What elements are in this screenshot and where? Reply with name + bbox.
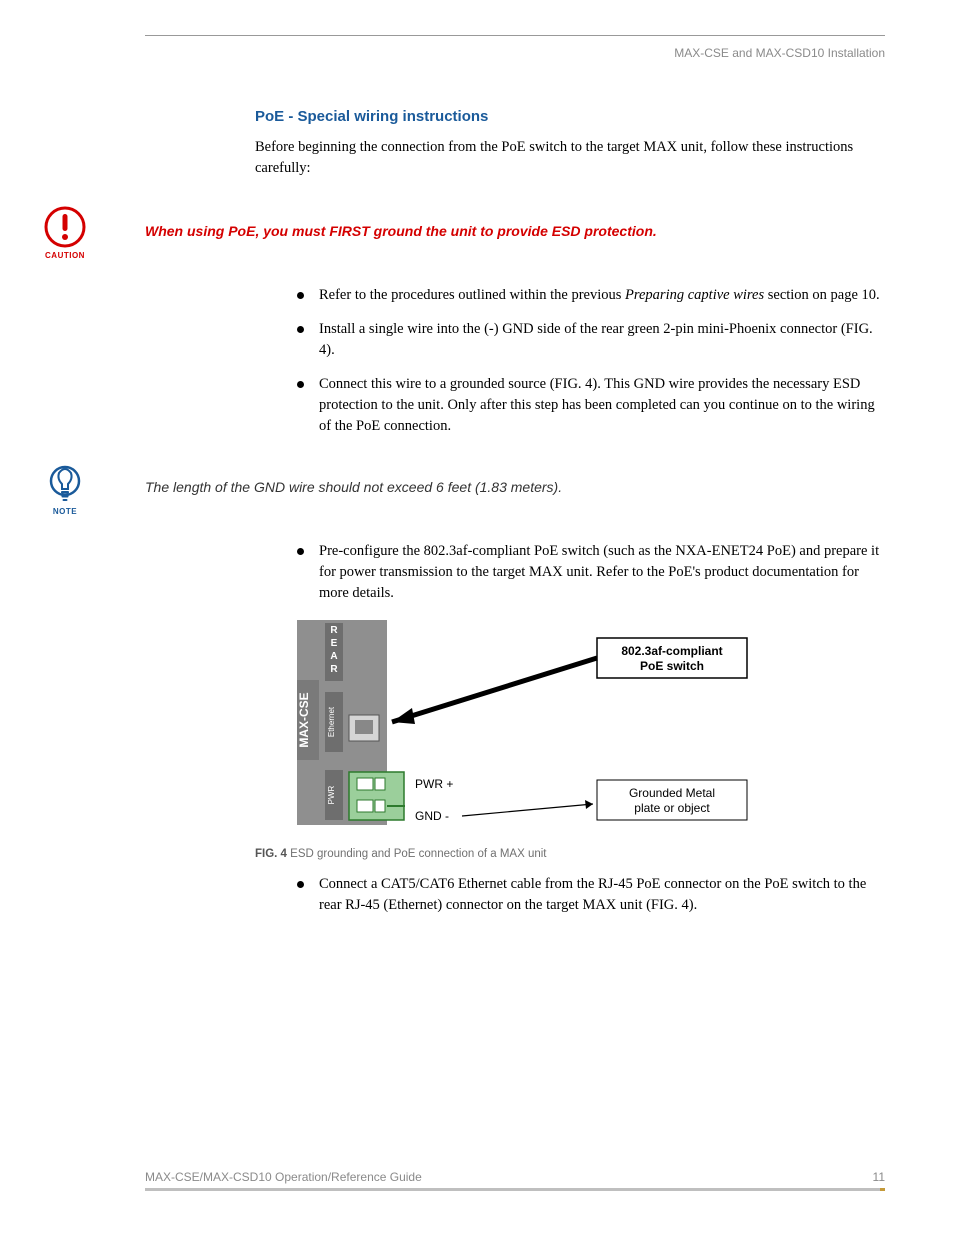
section-heading: PoE - Special wiring instructions (255, 108, 885, 125)
figure-caption: FIG. 4 ESD grounding and PoE connection … (255, 848, 885, 860)
svg-text:A: A (330, 651, 337, 662)
bullet-item: Refer to the procedures outlined within … (297, 285, 885, 306)
svg-text:R: R (330, 664, 338, 675)
caution-label: CAUTION (45, 251, 85, 260)
intro-paragraph: Before beginning the connection from the… (255, 137, 885, 179)
svg-text:plate or object: plate or object (634, 801, 710, 815)
bullet-list-b: Pre-configure the 802.3af-compliant PoE … (297, 541, 885, 604)
svg-text:E: E (331, 638, 338, 649)
svg-text:Grounded Metal: Grounded Metal (629, 786, 715, 800)
svg-text:Ethernet: Ethernet (327, 706, 336, 737)
svg-text:GND -: GND - (415, 809, 449, 823)
bullet-list-c: Connect a CAT5/CAT6 Ethernet cable from … (297, 874, 885, 916)
svg-text:802.3af-compliant: 802.3af-compliant (621, 644, 722, 658)
svg-text:R: R (330, 625, 338, 636)
caution-icon: CAUTION (35, 205, 95, 260)
bullet-item: Pre-configure the 802.3af-compliant PoE … (297, 541, 885, 604)
note-text: The length of the GND wire should not ex… (145, 478, 562, 498)
svg-text:PoE switch: PoE switch (640, 659, 704, 673)
note-callout: NOTE The length of the GND wire should n… (35, 453, 885, 523)
caution-callout: CAUTION When using PoE, you must FIRST g… (35, 197, 885, 267)
caution-text: When using PoE, you must FIRST ground th… (145, 222, 657, 242)
bullet-item: Connect a CAT5/CAT6 Ethernet cable from … (297, 874, 885, 916)
footer-page-number: 11 (873, 1170, 885, 1184)
bullet-item: Connect this wire to a grounded source (… (297, 374, 885, 437)
figure-4: MAX-CSE R E A R Ethernet PWR (297, 620, 885, 840)
bullet-item: Install a single wire into the (-) GND s… (297, 319, 885, 361)
svg-text:PWR +: PWR + (415, 777, 453, 791)
page-footer: MAX-CSE/MAX-CSD10 Operation/Reference Gu… (145, 1170, 885, 1191)
footer-left: MAX-CSE/MAX-CSD10 Operation/Reference Gu… (145, 1170, 422, 1184)
note-label: NOTE (53, 507, 77, 516)
bullet-list-a: Refer to the procedures outlined within … (297, 285, 885, 437)
svg-text:MAX-CSE: MAX-CSE (297, 693, 311, 748)
note-icon: NOTE (35, 461, 95, 516)
svg-text:PWR: PWR (327, 786, 336, 805)
page-header: MAX-CSE and MAX-CSD10 Installation (145, 46, 885, 60)
